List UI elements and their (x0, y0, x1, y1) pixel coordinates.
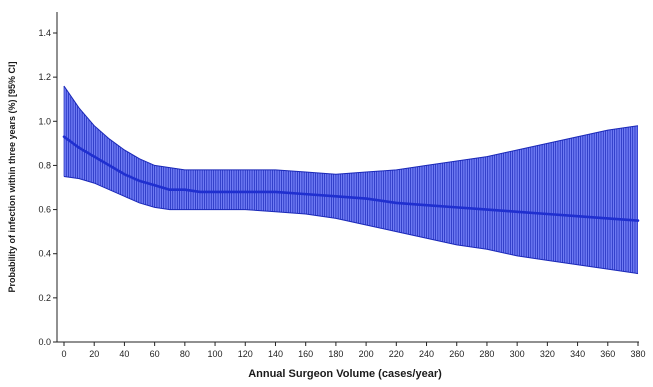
y-tick-label: 0.2 (38, 293, 51, 303)
x-tick-label: 240 (419, 349, 434, 359)
y-tick-label: 0.4 (38, 249, 51, 259)
x-tick-label: 180 (328, 349, 343, 359)
series-line-layer (62, 135, 640, 222)
y-axis-label: Probability of infection within three ye… (7, 61, 17, 292)
y-tick-label: 0.0 (38, 337, 51, 347)
x-tick-label: 220 (389, 349, 404, 359)
x-tick-label: 280 (479, 349, 494, 359)
x-tick-label: 20 (89, 349, 99, 359)
series-line-0 (62, 135, 640, 222)
x-ticks-layer: 0 20 40 60 80 100 120 140 160 180 200 220 240 260 280 3… (61, 342, 646, 359)
x-tick-label: 360 (600, 349, 615, 359)
y-tick-label: 1.4 (38, 28, 51, 38)
x-tick-label: 300 (510, 349, 525, 359)
x-axis-label: Annual Surgeon Volume (cases/year) (248, 368, 442, 380)
x-tick-label: 0 (61, 349, 66, 359)
axes-layer (56, 12, 639, 343)
confidence-interval-bars (63, 85, 638, 274)
ci-lower-edge (63, 175, 639, 275)
x-tick-label: 40 (119, 349, 129, 359)
x-tick-label: 260 (449, 349, 464, 359)
ci-upper-edge (63, 85, 639, 175)
y-tick-label: 1.2 (38, 72, 51, 82)
x-tick-label: 160 (298, 349, 313, 359)
x-tick-label: 120 (238, 349, 253, 359)
x-tick-label: 80 (180, 349, 190, 359)
y-ticks-layer: 0.0 0.2 0.4 0.6 0.8 1.0 1.2 1.4 (38, 28, 57, 347)
x-tick-label: 200 (359, 349, 374, 359)
y-tick-label: 0.6 (38, 205, 51, 215)
x-tick-label: 320 (540, 349, 555, 359)
y-tick-label: 1.0 (38, 116, 51, 126)
x-tick-label: 380 (630, 349, 645, 359)
y-tick-label: 0.8 (38, 160, 51, 170)
x-tick-label: 340 (570, 349, 585, 359)
confidence-band-layer (63, 85, 639, 275)
x-tick-label: 140 (268, 349, 283, 359)
x-tick-label: 100 (208, 349, 223, 359)
x-tick-label: 60 (150, 349, 160, 359)
